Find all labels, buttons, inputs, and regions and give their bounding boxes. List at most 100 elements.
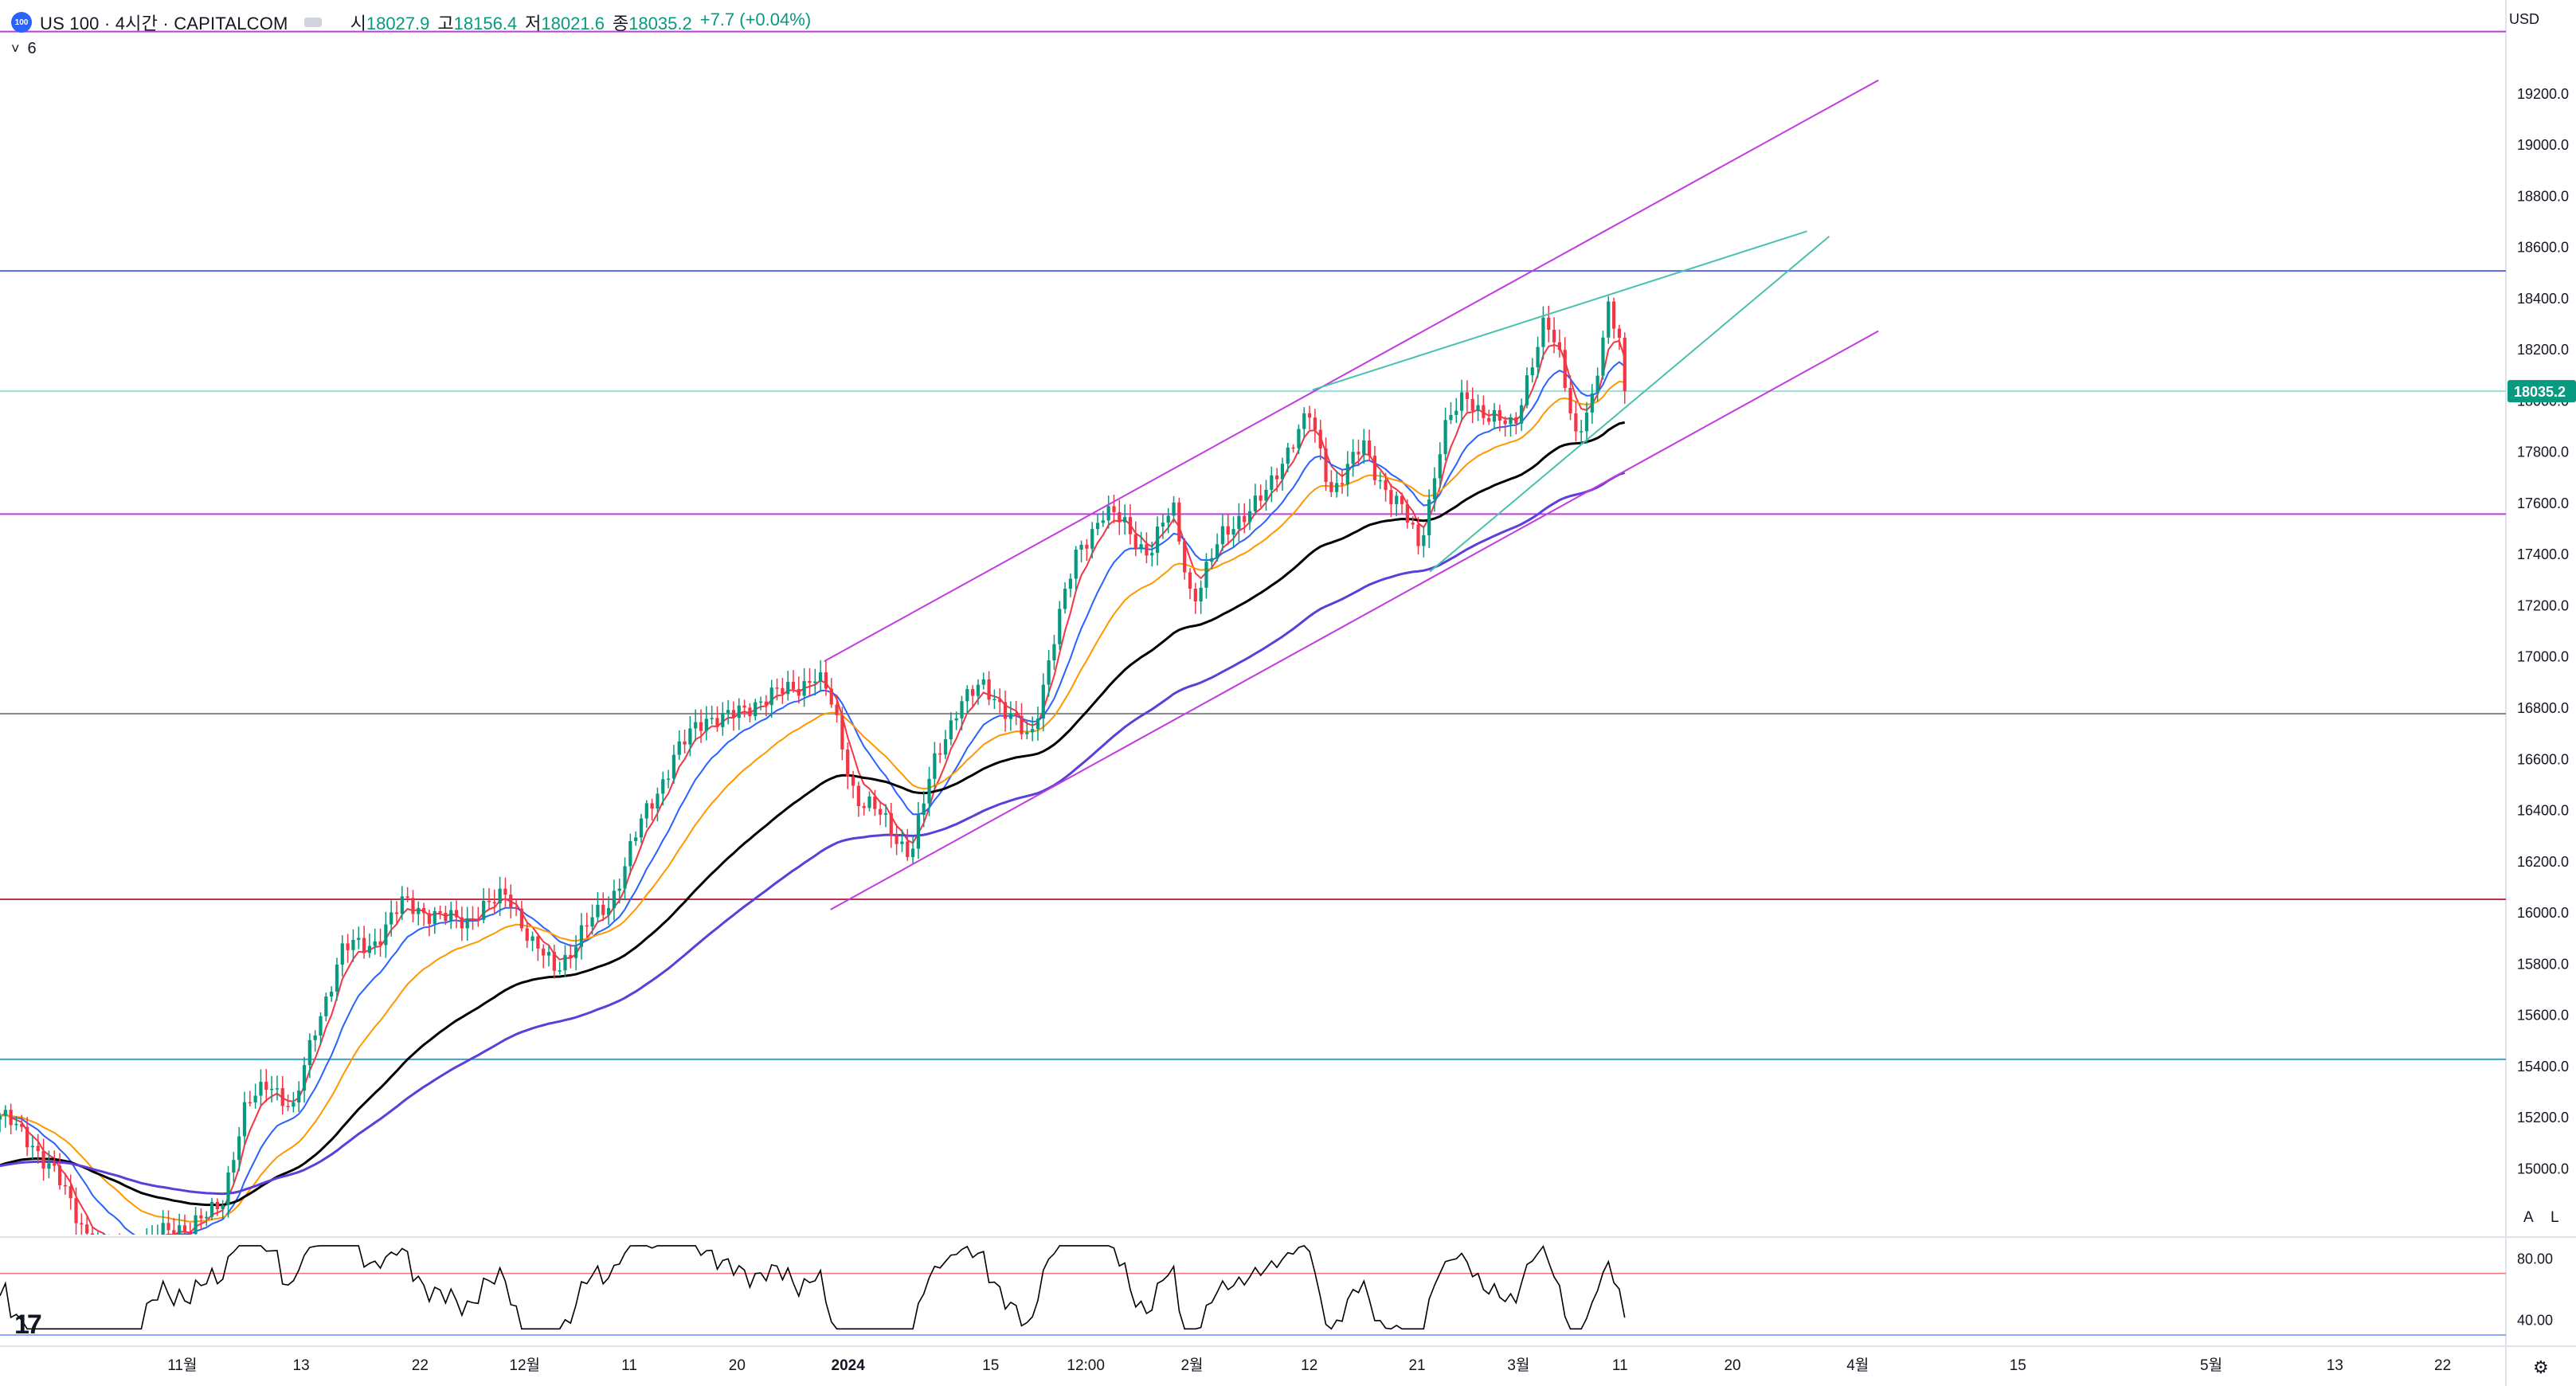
trend-line <box>1429 235 1830 573</box>
candle-body <box>85 1224 89 1234</box>
candle-body <box>1530 367 1534 376</box>
candle-body <box>683 741 687 745</box>
candle-body <box>340 943 344 965</box>
candle-body <box>824 672 828 689</box>
candle-body <box>1031 729 1035 733</box>
close-value: 18035.2 <box>628 14 692 33</box>
candle-body <box>80 1223 84 1225</box>
candle-body <box>449 910 453 922</box>
candle-body <box>1041 684 1045 719</box>
time-tick-label: 20 <box>1724 1357 1740 1374</box>
candle-body <box>552 952 556 971</box>
candle-body <box>1351 452 1355 464</box>
ohlc-values: 시18027.9 고18156.4 저18021.6 종18035.2 +7.7… <box>350 10 812 35</box>
candle-body <box>394 912 399 914</box>
candle-body <box>1318 429 1322 448</box>
symbol-title[interactable]: US 100 · 4시간 · CAPITALCOM <box>40 14 288 33</box>
candle-body <box>1139 544 1143 550</box>
candle-body <box>1307 413 1312 418</box>
candle-body <box>1008 713 1012 719</box>
candle-body <box>879 808 883 815</box>
candle-body <box>737 705 741 718</box>
candle-body <box>1210 558 1214 562</box>
candle-body <box>1525 375 1529 405</box>
moving-average-line <box>0 421 1626 1207</box>
candle-body <box>742 705 746 708</box>
gear-icon[interactable]: ⚙ <box>2533 1357 2549 1377</box>
time-tick-label: 13 <box>2327 1357 2343 1374</box>
candle-body <box>585 925 589 927</box>
candle-body <box>1247 511 1252 523</box>
candle-body <box>617 888 621 891</box>
candle-body <box>910 848 915 857</box>
candle-body <box>1270 475 1274 490</box>
candle-body <box>981 679 985 685</box>
candle-body <box>1563 350 1567 389</box>
candle-body <box>960 701 964 718</box>
candle-body <box>829 688 833 705</box>
price-tick-label: 17400.0 <box>2517 546 2569 562</box>
candle-body <box>123 1250 127 1267</box>
candle-body <box>563 954 567 971</box>
price-tick-label: 16200.0 <box>2517 854 2569 870</box>
candle-body <box>460 917 464 929</box>
indicator-toggle[interactable]: ˅ 6 <box>11 40 37 58</box>
candle-body <box>378 941 382 946</box>
auto-scale-button[interactable]: A <box>2523 1209 2534 1226</box>
candle-body <box>444 912 448 922</box>
candle-body <box>797 688 801 696</box>
change-value: +7.7 (+0.04%) <box>699 10 812 29</box>
candle-body <box>1172 502 1176 516</box>
candle-body <box>248 1102 252 1104</box>
candle-body <box>129 1257 132 1267</box>
candle-body <box>943 739 948 755</box>
chevron-down-icon[interactable]: ˅ <box>11 41 20 57</box>
candle-body <box>259 1082 263 1096</box>
candle-body <box>1133 534 1137 550</box>
candle-body <box>280 1088 284 1106</box>
currency-label[interactable]: USD <box>2509 11 2540 27</box>
time-tick-label: 11 <box>1612 1357 1628 1374</box>
time-tick-label: 12월 <box>509 1357 540 1374</box>
candle-body <box>927 778 931 804</box>
candle-body <box>802 680 806 696</box>
candle-body <box>938 753 942 755</box>
last-price-badge <box>2507 380 2576 403</box>
price-tick-label: 17000.0 <box>2517 649 2569 665</box>
open-label: 시 <box>350 14 366 33</box>
trend-line <box>1312 230 1807 391</box>
candle-body <box>1275 475 1279 480</box>
candle-body <box>384 924 388 946</box>
candle-body <box>1623 337 1627 392</box>
candle-body <box>1020 715 1024 734</box>
candle-body <box>781 687 785 695</box>
price-tick-label: 18200.0 <box>2517 342 2569 358</box>
main-pane <box>0 30 2506 1267</box>
low-label: 저 <box>525 14 542 33</box>
candle-body <box>1427 499 1431 536</box>
candle-body <box>335 964 339 992</box>
time-tick-label: 2024 <box>832 1357 866 1374</box>
candle-body <box>221 1205 225 1210</box>
high-label: 고 <box>437 14 454 33</box>
candle-body <box>1188 572 1192 589</box>
candle-body <box>237 1136 241 1161</box>
log-scale-button[interactable]: L <box>2551 1209 2559 1226</box>
candle-body <box>721 713 725 727</box>
candle-body <box>1557 342 1561 350</box>
candle-body <box>775 687 779 689</box>
price-tick-label: 19200.0 <box>2517 86 2569 102</box>
candle-body <box>1405 503 1409 523</box>
candle-body <box>1607 301 1611 338</box>
candle-body <box>292 1102 296 1107</box>
candle-body <box>476 919 480 921</box>
candle-body <box>1280 464 1285 480</box>
hide-icon[interactable] <box>303 18 322 27</box>
candle-body <box>427 913 432 924</box>
candle-body <box>596 904 600 918</box>
candle-body <box>1432 478 1437 500</box>
candle-body <box>976 684 981 696</box>
price-tick-label: 15000.0 <box>2517 1161 2569 1177</box>
candle-body <box>1243 515 1247 523</box>
